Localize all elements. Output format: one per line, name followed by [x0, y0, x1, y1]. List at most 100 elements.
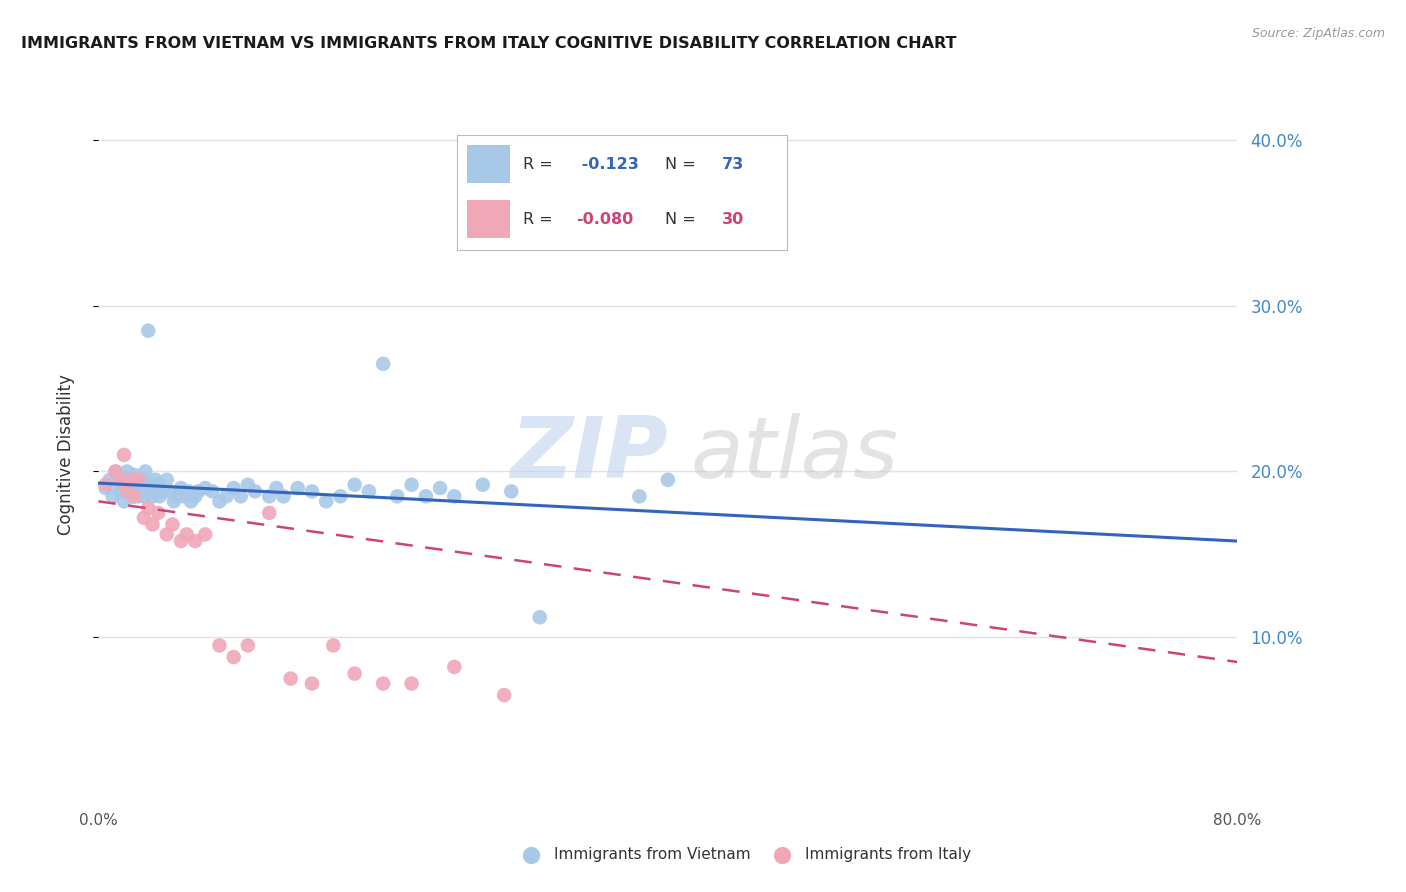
Point	[162, 517, 184, 532]
Point	[148, 506, 170, 520]
Point	[112, 473, 135, 487]
Point	[112, 494, 135, 508]
Point	[122, 489, 145, 503]
Point	[129, 484, 152, 499]
Point	[101, 489, 124, 503]
Point	[118, 481, 141, 495]
Point	[401, 477, 423, 491]
Point	[184, 489, 207, 503]
Text: Source: ZipAtlas.com: Source: ZipAtlas.com	[1251, 27, 1385, 40]
Point	[301, 484, 323, 499]
Point	[180, 494, 202, 508]
Point	[208, 639, 231, 653]
Point	[443, 489, 465, 503]
Point	[141, 489, 163, 503]
Text: IMMIGRANTS FROM VIETNAM VS IMMIGRANTS FROM ITALY COGNITIVE DISABILITY CORRELATIO: IMMIGRANTS FROM VIETNAM VS IMMIGRANTS FR…	[21, 36, 956, 51]
Point	[124, 481, 146, 495]
Point	[628, 489, 651, 503]
Y-axis label: Cognitive Disability: Cognitive Disability	[56, 375, 75, 535]
Point	[122, 467, 145, 482]
Text: Immigrants from Italy: Immigrants from Italy	[804, 847, 970, 863]
Point	[127, 489, 149, 503]
Point	[108, 477, 131, 491]
Point	[118, 473, 141, 487]
Point	[287, 481, 309, 495]
Point	[112, 448, 135, 462]
Point	[657, 473, 679, 487]
Point	[236, 639, 259, 653]
Point	[494, 688, 516, 702]
Point	[148, 477, 170, 491]
Point	[273, 489, 295, 503]
Point	[429, 481, 451, 495]
Point	[343, 666, 366, 681]
Point	[132, 473, 155, 487]
Point	[357, 484, 380, 499]
Point	[122, 489, 145, 503]
Point	[280, 672, 302, 686]
Point	[121, 489, 143, 503]
Point	[115, 484, 138, 499]
Point	[94, 477, 117, 491]
Point	[471, 477, 494, 491]
Point	[415, 489, 437, 503]
Point	[387, 489, 409, 503]
Point	[145, 484, 167, 499]
Point	[229, 489, 252, 503]
Point	[141, 517, 163, 532]
Point	[266, 481, 288, 495]
Point	[322, 639, 344, 653]
Point	[115, 471, 138, 485]
Point	[159, 484, 181, 499]
Point	[501, 484, 523, 499]
Point	[104, 465, 127, 479]
Point	[529, 610, 551, 624]
Point	[127, 473, 149, 487]
Point	[401, 676, 423, 690]
Point	[136, 481, 159, 495]
Point	[152, 484, 174, 499]
Point	[156, 473, 179, 487]
Point	[115, 484, 138, 499]
Point	[236, 477, 259, 491]
Point	[329, 489, 352, 503]
Point	[127, 473, 149, 487]
Point	[163, 494, 186, 508]
Point	[177, 484, 200, 499]
Point	[118, 473, 141, 487]
Point	[166, 489, 188, 503]
Point	[222, 481, 245, 495]
Point	[259, 506, 281, 520]
Point	[121, 477, 143, 491]
Point	[373, 357, 395, 371]
Point	[98, 473, 121, 487]
Point	[194, 481, 217, 495]
Point	[215, 489, 238, 503]
Point	[259, 489, 281, 503]
Point	[173, 489, 195, 503]
Point	[208, 494, 231, 508]
Point	[104, 465, 127, 479]
Point	[108, 484, 131, 499]
Point	[201, 484, 224, 499]
Point	[315, 494, 337, 508]
Point	[136, 500, 159, 515]
Point	[243, 484, 266, 499]
Point	[187, 484, 209, 499]
Point	[136, 324, 159, 338]
Point	[108, 473, 131, 487]
Point	[132, 511, 155, 525]
Text: ZIP: ZIP	[510, 413, 668, 497]
Point	[184, 534, 207, 549]
Point	[301, 676, 323, 690]
Point	[149, 489, 172, 503]
Point	[115, 465, 138, 479]
Point	[343, 477, 366, 491]
Point	[134, 465, 156, 479]
Point	[156, 527, 179, 541]
Point	[145, 473, 167, 487]
Point	[585, 233, 607, 247]
Text: Immigrants from Vietnam: Immigrants from Vietnam	[554, 847, 751, 863]
Point	[194, 527, 217, 541]
Point	[170, 481, 193, 495]
